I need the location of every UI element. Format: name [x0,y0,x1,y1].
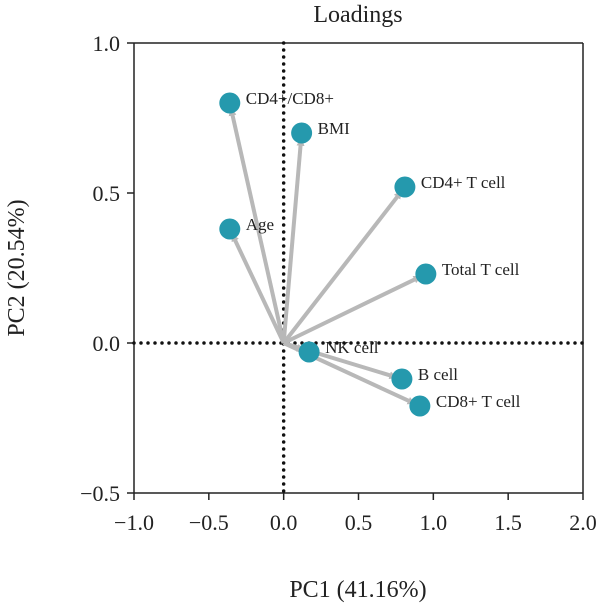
point-label: BMI [318,119,350,138]
point-label: CD8+ T cell [436,392,521,411]
point-label: Age [246,215,274,234]
x-tick-label: −1.0 [114,510,154,535]
point-label: CD4+ T cell [421,173,506,192]
loading-arrow [282,190,403,345]
loading-point [394,176,416,198]
point-label: CD4+/CD8+ [246,89,334,108]
y-tick-label: 0.5 [93,181,121,206]
loading-arrow [282,274,422,345]
x-tick-label: 1.0 [420,510,448,535]
loading-arrow [230,233,286,344]
x-tick-label: 1.5 [494,510,522,535]
loading-arrow [281,137,305,344]
loading-point [415,263,437,285]
y-tick-label: 1.0 [93,31,121,56]
point-label: B cell [418,365,458,384]
y-tick-label: −0.5 [80,481,120,506]
x-tick-label: −0.5 [189,510,229,535]
point-label: Total T cell [442,260,520,279]
y-axis-title: PC2 (20.54%) [4,199,30,336]
x-tick-label: 0.0 [270,510,298,535]
loading-point [219,92,241,114]
loading-point [391,368,413,390]
x-tick-label: 2.0 [569,510,597,535]
loading-point [291,122,313,144]
loading-point [298,341,320,363]
point-label: NK cell [325,338,379,357]
x-tick-label: 0.5 [345,510,373,535]
plot-area: −1.0 −0.5 0.0 0.5 1.0 1.5 2.0 −0.5 0.0 0.5 1.0 CD4+… [80,31,597,535]
loading-arrow [228,107,286,344]
y-tick-label: 0.0 [93,331,121,356]
loading-point [409,395,431,417]
x-axis-title: PC1 (41.16%) [289,577,426,603]
loading-point [219,218,241,240]
chart-title: Loadings [313,2,402,28]
